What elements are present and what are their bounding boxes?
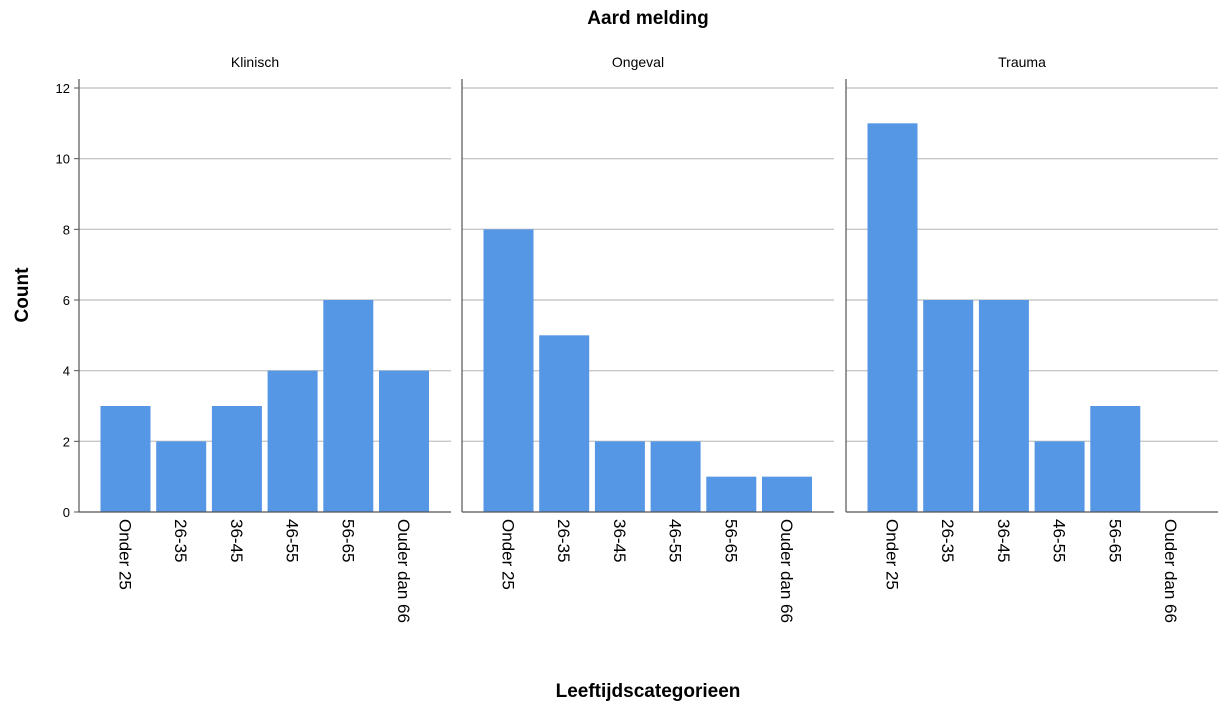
x-tick-label: 36-45 bbox=[994, 519, 1013, 562]
x-tick-label: Ouder dan 66 bbox=[394, 519, 413, 623]
y-axis-title: Count bbox=[12, 267, 33, 323]
panel-trauma: Onder 25 26-35 36-45 46-55 56-65 Ouder dan 66… bbox=[845, 54, 1218, 623]
x-tick-label: 36-45 bbox=[227, 519, 246, 562]
panel-title: Klinisch bbox=[231, 54, 279, 70]
x-tick-label: Onder 25 bbox=[883, 519, 902, 590]
bar-ongeval-4 bbox=[706, 476, 757, 512]
x-tick-label: 46-55 bbox=[666, 519, 685, 562]
y-tick-label: 12 bbox=[56, 81, 70, 96]
bar-klinisch-1 bbox=[156, 441, 207, 512]
bar-klinisch-2 bbox=[211, 406, 262, 512]
x-tick-label: 56-65 bbox=[338, 519, 357, 562]
bar-trauma-3 bbox=[1034, 441, 1085, 512]
x-tick-label: 56-65 bbox=[1105, 519, 1124, 562]
chart-title: Aard melding bbox=[587, 8, 708, 29]
x-tick-label: 46-55 bbox=[1050, 519, 1069, 562]
bar-klinisch-3 bbox=[267, 370, 318, 512]
bar-trauma-2 bbox=[978, 300, 1029, 512]
x-tick-label: Ouder dan 66 bbox=[1161, 519, 1180, 623]
y-tick-label: 4 bbox=[63, 364, 70, 379]
panel-title: Trauma bbox=[998, 54, 1046, 70]
x-tick-label: 26-35 bbox=[554, 519, 573, 562]
bar-ongeval-5 bbox=[762, 476, 812, 512]
panel-klinisch: Onder 25 26-35 36-45 46-55 56-65 Ouder dan 66… bbox=[56, 54, 451, 623]
y-tick-label: 6 bbox=[63, 293, 70, 308]
bar-klinisch-5 bbox=[379, 370, 429, 512]
panel-ongeval: Onder 25 26-35 36-45 46-55 56-65 Ouder dan 66… bbox=[461, 54, 834, 623]
x-tick-label: 56-65 bbox=[721, 519, 740, 562]
bar-ongeval-0 bbox=[483, 229, 534, 513]
x-axis-title: Leeftijdscategorieen bbox=[556, 681, 741, 702]
x-tick-label: 26-35 bbox=[938, 519, 957, 562]
bar-klinisch-0 bbox=[100, 406, 151, 512]
bar-trauma-0 bbox=[867, 123, 918, 512]
panel-title: Ongeval bbox=[612, 54, 664, 70]
y-tick-label: 2 bbox=[63, 434, 70, 449]
x-tick-label: 36-45 bbox=[610, 519, 629, 562]
x-tick-label: 46-55 bbox=[283, 519, 302, 562]
chart-panels: Onder 25 26-35 36-45 46-55 56-65 Ouder dan 66… bbox=[56, 54, 1218, 623]
bar-trauma-4 bbox=[1090, 406, 1141, 512]
x-tick-label: Onder 25 bbox=[499, 519, 518, 590]
x-tick-label: Ouder dan 66 bbox=[777, 519, 796, 623]
y-tick-label: 0 bbox=[63, 505, 70, 520]
x-tick-label: 26-35 bbox=[171, 519, 190, 562]
bar-klinisch-4 bbox=[323, 300, 374, 512]
y-tick-label: 8 bbox=[63, 222, 70, 237]
bar-ongeval-1 bbox=[539, 335, 590, 512]
y-tick-label: 10 bbox=[56, 152, 70, 167]
x-tick-label: Onder 25 bbox=[116, 519, 135, 590]
bar-trauma-1 bbox=[923, 300, 974, 512]
bar-ongeval-2 bbox=[594, 441, 645, 512]
bar-ongeval-3 bbox=[650, 441, 701, 512]
